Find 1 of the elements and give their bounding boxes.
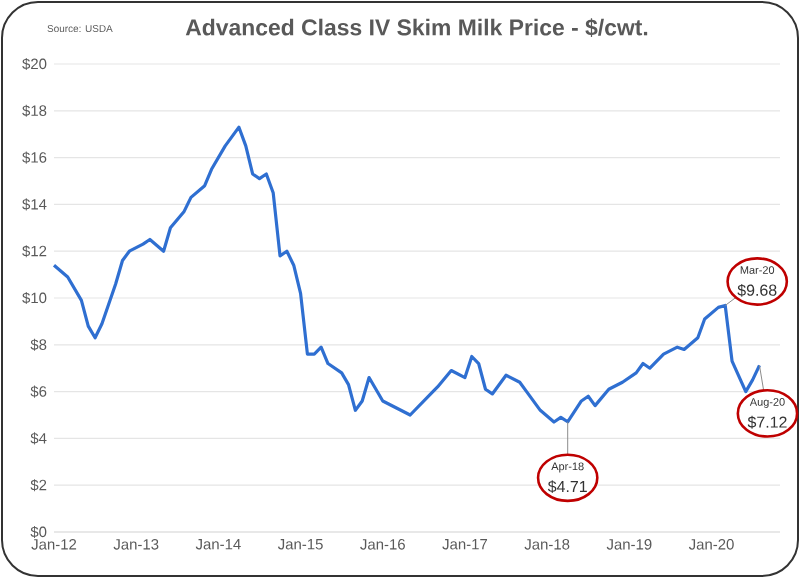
chart-title: Advanced Class IV Skim Milk Price - $/cwt. xyxy=(185,18,648,37)
